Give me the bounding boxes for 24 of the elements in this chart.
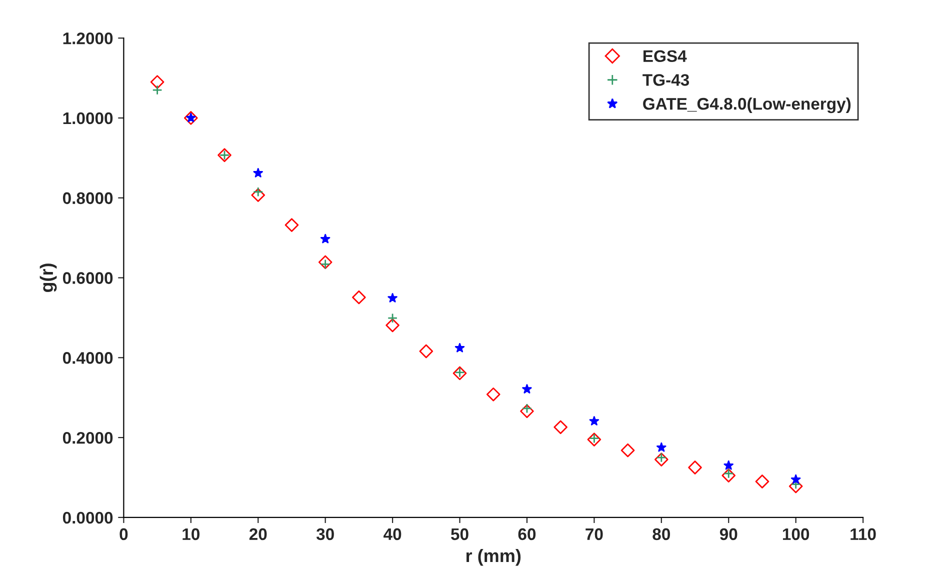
x-tick-label: 20 — [249, 528, 267, 540]
x-tick-label: 30 — [316, 528, 334, 540]
legend-label: GATE_G4.8.0(Low-energy) — [643, 97, 851, 114]
x-tick-label: 110 — [850, 528, 876, 540]
legend-label: EGS4 — [644, 50, 687, 62]
y-tick-label: 0.2000 — [62, 432, 113, 444]
y-tick-label: 0.6000 — [62, 272, 113, 284]
x-tick-label: 100 — [782, 528, 810, 540]
y-tick-label: 0.0000 — [62, 512, 113, 524]
y-tick-label: 1.0000 — [63, 112, 113, 124]
y-tick-label: 1.2000 — [63, 32, 113, 44]
y-axis-title: g(r) — [40, 264, 57, 292]
y-tick-label: 0.4000 — [62, 352, 113, 364]
x-tick-label: 0 — [120, 528, 128, 540]
x-tick-label: 80 — [652, 528, 670, 540]
legend-label: TG-43 — [642, 74, 690, 86]
x-tick-label: 60 — [518, 528, 536, 540]
x-tick-label: 90 — [720, 528, 738, 540]
x-tick-label: 50 — [451, 528, 468, 540]
x-tick-label: 40 — [384, 528, 402, 540]
x-tick-label: 70 — [586, 528, 603, 540]
x-tick-label: 10 — [182, 528, 200, 540]
y-tick-label: 0.8000 — [62, 192, 113, 204]
x-axis-title: r (mm) — [466, 548, 521, 566]
